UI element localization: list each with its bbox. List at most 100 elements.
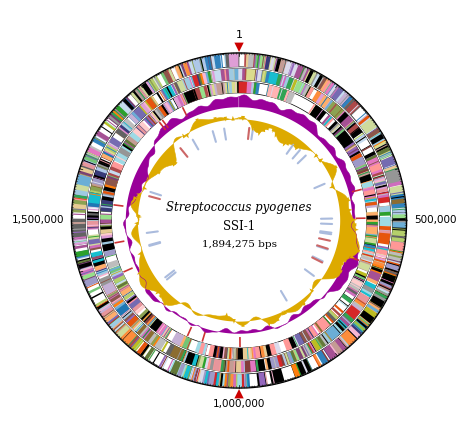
Polygon shape: [379, 206, 391, 215]
Polygon shape: [336, 111, 354, 128]
Polygon shape: [368, 295, 385, 310]
Polygon shape: [301, 84, 306, 94]
Polygon shape: [90, 158, 111, 194]
Polygon shape: [332, 336, 349, 353]
Polygon shape: [346, 303, 362, 319]
Polygon shape: [293, 144, 298, 149]
Polygon shape: [224, 54, 229, 67]
Polygon shape: [367, 304, 379, 313]
Polygon shape: [254, 55, 265, 69]
Polygon shape: [79, 172, 92, 178]
Polygon shape: [388, 240, 404, 261]
Polygon shape: [374, 178, 386, 187]
Polygon shape: [265, 71, 280, 85]
Polygon shape: [299, 360, 308, 374]
Polygon shape: [137, 324, 155, 342]
Polygon shape: [365, 197, 376, 199]
Polygon shape: [369, 132, 382, 141]
Polygon shape: [123, 98, 135, 110]
Polygon shape: [189, 367, 215, 385]
Polygon shape: [288, 336, 299, 348]
Polygon shape: [131, 117, 359, 325]
Polygon shape: [131, 112, 141, 121]
Polygon shape: [177, 349, 186, 361]
Polygon shape: [156, 92, 164, 103]
Polygon shape: [83, 160, 96, 165]
Polygon shape: [331, 321, 345, 336]
Polygon shape: [303, 359, 312, 372]
Polygon shape: [257, 70, 262, 82]
Polygon shape: [108, 115, 120, 125]
Polygon shape: [392, 218, 406, 226]
Polygon shape: [280, 349, 300, 366]
Polygon shape: [204, 344, 208, 355]
Polygon shape: [282, 310, 285, 316]
Polygon shape: [286, 141, 290, 146]
Polygon shape: [218, 373, 228, 387]
Polygon shape: [342, 259, 347, 263]
Text: 1,000,000: 1,000,000: [213, 399, 265, 409]
Polygon shape: [96, 132, 109, 142]
Polygon shape: [190, 367, 195, 380]
Polygon shape: [352, 223, 356, 226]
Polygon shape: [234, 348, 237, 359]
Polygon shape: [310, 105, 321, 118]
Polygon shape: [86, 282, 99, 288]
Polygon shape: [74, 173, 92, 196]
Polygon shape: [234, 69, 238, 80]
Polygon shape: [87, 146, 101, 157]
Polygon shape: [246, 54, 253, 67]
Polygon shape: [221, 374, 237, 387]
Polygon shape: [200, 73, 205, 85]
Polygon shape: [214, 373, 218, 385]
Polygon shape: [310, 342, 316, 352]
Polygon shape: [341, 294, 353, 303]
Polygon shape: [333, 165, 337, 169]
Polygon shape: [100, 216, 113, 243]
Polygon shape: [94, 263, 106, 271]
Polygon shape: [258, 131, 261, 136]
Polygon shape: [105, 252, 116, 258]
Polygon shape: [137, 342, 148, 355]
Polygon shape: [255, 360, 259, 371]
Polygon shape: [328, 310, 338, 321]
Polygon shape: [376, 285, 391, 296]
Polygon shape: [392, 209, 406, 215]
Polygon shape: [73, 196, 87, 201]
Polygon shape: [228, 54, 238, 67]
Polygon shape: [339, 299, 348, 306]
Polygon shape: [104, 185, 116, 193]
Polygon shape: [100, 198, 113, 212]
Polygon shape: [384, 165, 397, 172]
Polygon shape: [73, 238, 87, 246]
Polygon shape: [375, 143, 389, 153]
Polygon shape: [325, 325, 340, 341]
Polygon shape: [325, 82, 337, 96]
Polygon shape: [179, 92, 190, 105]
Polygon shape: [124, 312, 138, 327]
Polygon shape: [330, 123, 339, 132]
Polygon shape: [346, 122, 360, 136]
Polygon shape: [375, 284, 391, 297]
Polygon shape: [376, 287, 390, 295]
Polygon shape: [173, 161, 178, 165]
Polygon shape: [138, 78, 159, 98]
Polygon shape: [101, 236, 114, 250]
Polygon shape: [274, 342, 282, 354]
Polygon shape: [200, 343, 206, 355]
Polygon shape: [216, 82, 225, 95]
Polygon shape: [197, 74, 202, 86]
Polygon shape: [351, 310, 374, 335]
Polygon shape: [352, 218, 357, 221]
Polygon shape: [308, 71, 319, 86]
Polygon shape: [374, 180, 386, 186]
Polygon shape: [73, 239, 87, 242]
Polygon shape: [261, 71, 274, 84]
Polygon shape: [79, 262, 92, 270]
Polygon shape: [173, 98, 179, 108]
Polygon shape: [91, 292, 103, 299]
Polygon shape: [183, 90, 196, 104]
Polygon shape: [325, 100, 333, 110]
Polygon shape: [368, 161, 379, 166]
Polygon shape: [128, 296, 137, 305]
